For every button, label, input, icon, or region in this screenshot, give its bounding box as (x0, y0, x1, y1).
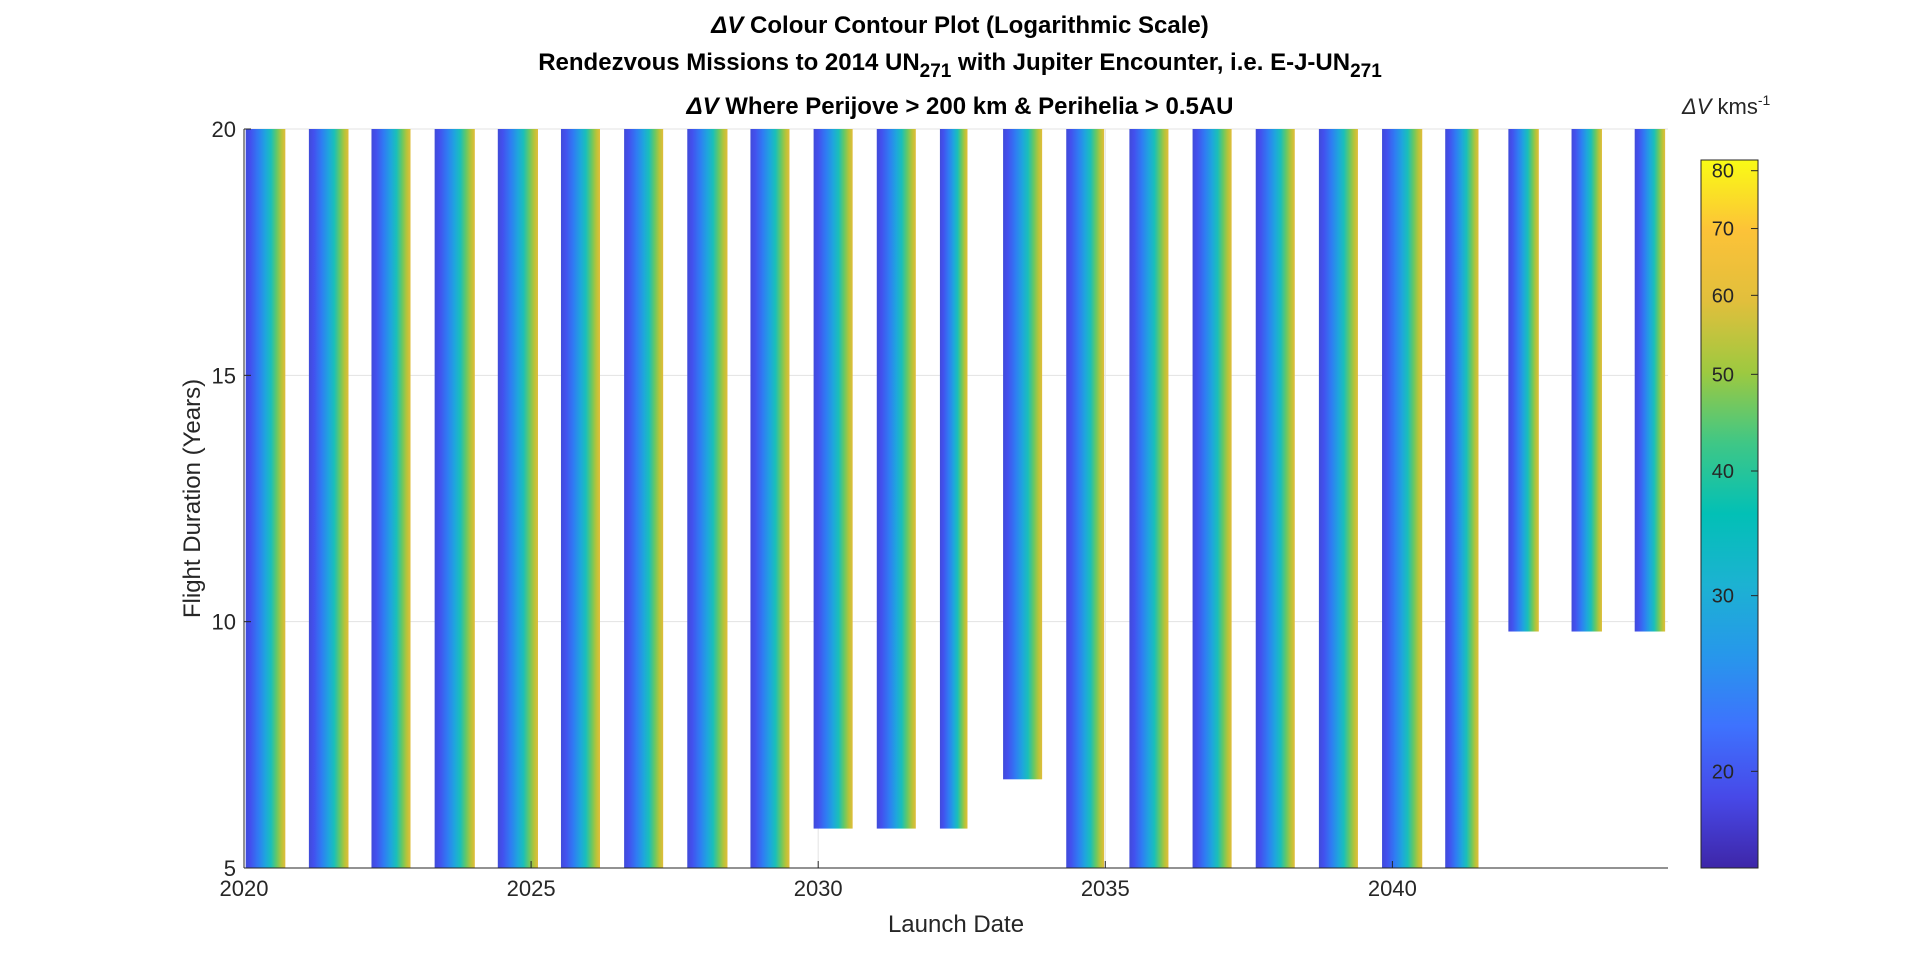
y-axis-label: Flight Duration (Years) (179, 379, 206, 618)
y-tick-label: 20 (212, 117, 236, 142)
launch-window-band (939, 129, 968, 829)
launch-window-band (371, 129, 411, 868)
colorbar-title: ΔV kms-1 (1682, 92, 1771, 120)
launch-window-band (1255, 129, 1295, 868)
launch-window-band (1445, 129, 1479, 868)
title-line-1-text: Colour Contour Plot (Logarithmic Scale) (743, 12, 1209, 39)
colorbar-tick-label: 70 (1712, 219, 1734, 241)
chart-title-line-2: Rendezvous Missions to 2014 UN271 with J… (0, 49, 1920, 81)
title-line-3-symbol: ΔV (686, 93, 719, 120)
x-tick-label: 2030 (794, 876, 843, 901)
colorbar-title-symbol: ΔV (1682, 94, 1712, 119)
launch-window-band (1003, 129, 1043, 780)
chart-title-line-1: ΔV Colour Contour Plot (Logarithmic Scal… (0, 12, 1920, 40)
bands-layer (245, 129, 1666, 868)
launch-window-band (687, 129, 728, 868)
launch-window-band (1634, 129, 1666, 632)
launch-window-band (308, 129, 349, 868)
colorbar-tick-label: 60 (1712, 285, 1734, 307)
colorbar: 20 30 40 50 60 70 80 (1700, 159, 1759, 869)
title-line-2-text: Rendezvous Missions to 2014 UN (538, 49, 920, 76)
x-tick-label: 2035 (1081, 876, 1130, 901)
y-tick-label: 15 (212, 363, 236, 388)
title-line-2-text-2: with Jupiter Encounter, i.e. E-J-UN (951, 49, 1351, 76)
launch-window-band (560, 129, 600, 868)
x-tick-label: 2040 (1368, 876, 1417, 901)
y-tick-label: 5 (224, 856, 236, 881)
launch-window-band (1571, 129, 1602, 632)
axes-layer: 2020 2025 2030 2035 2040 5 10 15 20 (212, 117, 1668, 901)
chart-title-line-3: ΔV Where Perijove > 200 km & Perihelia >… (0, 93, 1920, 121)
title-line-2-subscript: 271 (919, 61, 952, 82)
colorbar-scale (1700, 159, 1759, 869)
y-tick-label: 10 (212, 610, 236, 635)
launch-window-band (245, 129, 286, 868)
launch-window-band (624, 129, 664, 868)
launch-window-band (750, 129, 790, 868)
launch-window-band (434, 129, 475, 868)
launch-window-band (813, 129, 853, 829)
title-line-1-symbol: ΔV (711, 12, 744, 39)
launch-window-band (1066, 129, 1105, 868)
colorbar-tick-label: 30 (1712, 586, 1734, 608)
x-tick-label: 2020 (220, 876, 269, 901)
colorbar-tick-label: 80 (1712, 161, 1734, 183)
colorbar-tick-label: 50 (1712, 364, 1734, 386)
launch-window-band (1318, 129, 1358, 868)
launch-window-band (497, 129, 538, 868)
colorbar-title-exponent: -1 (1757, 92, 1771, 108)
title-line-3-text: Where Perijove > 200 km & Perihelia > 0.… (718, 93, 1234, 120)
launch-window-band (1382, 129, 1423, 868)
colorbar-tick-label: 40 (1712, 461, 1734, 483)
launch-window-band (1508, 129, 1539, 632)
launch-window-band (1129, 129, 1169, 868)
x-axis-label: Launch Date (888, 911, 1024, 938)
launch-window-band (1192, 129, 1232, 868)
x-tick-label: 2025 (507, 876, 556, 901)
colorbar-tick-label: 20 (1712, 761, 1734, 783)
launch-window-band (876, 129, 916, 829)
colorbar-title-unit: kms (1711, 94, 1758, 119)
title-line-2-subscript-2: 271 (1350, 61, 1382, 82)
